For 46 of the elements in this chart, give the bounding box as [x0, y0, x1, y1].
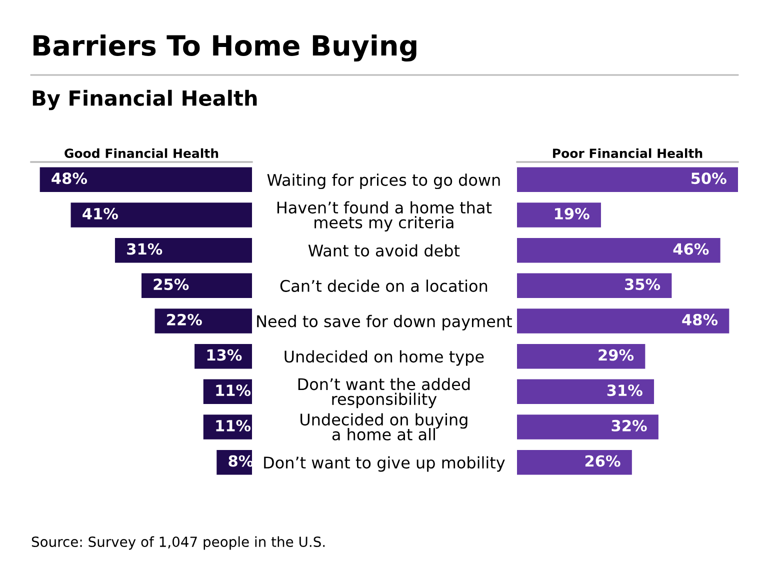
bar [70, 202, 252, 228]
y-tick-label: Can’t decide on a location [280, 280, 488, 292]
y-tick-label: Don’t want the added responsibility [298, 378, 470, 408]
bar [142, 273, 252, 298]
data-label: 25% [154, 278, 189, 290]
bar [517, 379, 654, 404]
bar [517, 273, 672, 298]
source-note: Source: Survey of 1,047 people in the U.S. [32, 536, 325, 550]
chart-subtitle: By Financial Health [32, 90, 257, 110]
y-tick-label: Need to save for down payment [257, 314, 512, 330]
bar [517, 202, 601, 228]
data-label: 11% [216, 420, 251, 432]
x-axis-title: Good Financial Health [64, 148, 218, 158]
data-label: 11% [216, 384, 251, 396]
data-label: 13% [207, 349, 242, 361]
bar [517, 414, 658, 440]
bar [517, 344, 646, 369]
data-label: 31% [127, 243, 162, 255]
bar [517, 450, 632, 475]
data-label: 29% [598, 349, 634, 361]
data-label: 26% [585, 455, 620, 467]
data-label: 32% [612, 420, 647, 432]
data-label: 19% [555, 208, 590, 220]
y-tick-label: Haven’t found a home that meets my criteria [277, 201, 492, 232]
data-label: 8% [228, 455, 254, 467]
bar [40, 167, 252, 192]
data-label: 50% [692, 172, 726, 184]
y-tick-label: Undecided on home type [284, 350, 484, 366]
y-tick-label: Want to avoid debt [308, 244, 460, 257]
bar [114, 238, 252, 263]
bar [154, 308, 252, 334]
x-axis-title: Poor Financial Health [553, 148, 702, 158]
data-label: 35% [625, 278, 660, 290]
data-label: 48% [52, 172, 88, 184]
bar [517, 238, 720, 263]
bar [517, 167, 738, 192]
data-label: 22% [167, 314, 202, 326]
y-tick-label: Undecided on buying a home at all [300, 413, 468, 440]
y-tick-label: Don’t want to give up mobility [264, 456, 505, 472]
data-label: 31% [607, 384, 642, 396]
chart-title: Barriers To Home Buying [34, 34, 416, 62]
y-tick-label: Waiting for prices to go down [267, 174, 500, 190]
data-label: 48% [682, 314, 718, 326]
bar [517, 308, 730, 334]
data-label: 41% [82, 208, 118, 220]
data-label: 46% [673, 243, 709, 255]
